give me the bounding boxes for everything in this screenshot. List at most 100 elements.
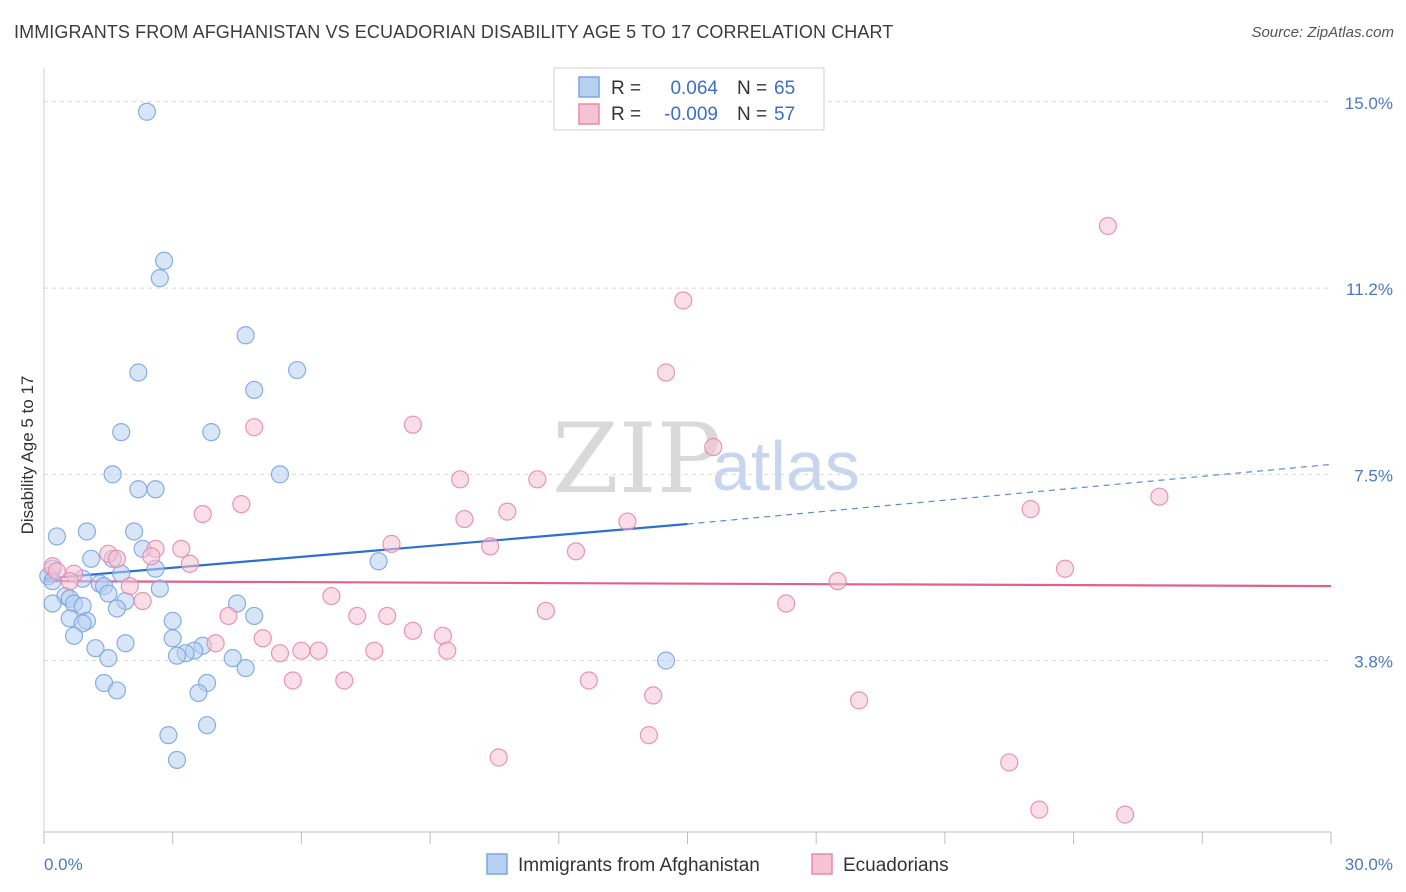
- axes: [43, 68, 1332, 844]
- point-series1-14: [1150, 487, 1169, 506]
- point-series0-29: [150, 579, 169, 598]
- point-series0-36: [227, 594, 247, 613]
- point-series0-46: [86, 639, 105, 658]
- legend-swatch-afghanistan: [578, 76, 600, 98]
- legend-n-value-1: 65: [774, 78, 795, 99]
- point-series0-60: [159, 726, 178, 745]
- correlation-legend: R = 0.064 N = 65 R = -0.009 N = 57: [553, 67, 825, 131]
- legend-r-value-2: -0.009: [664, 104, 718, 125]
- point-series1-1: [674, 291, 693, 310]
- point-series1-44: [365, 641, 384, 660]
- point-series1-16: [481, 537, 500, 556]
- point-series0-6: [245, 380, 264, 400]
- point-series1-7: [528, 470, 547, 489]
- series-legend-label-ecuadorian: Ecuadorians: [843, 855, 949, 876]
- point-series1-50: [644, 686, 663, 705]
- point-series1-42: [309, 641, 328, 660]
- point-series1-36: [378, 606, 397, 626]
- point-series1-35: [348, 606, 367, 626]
- trend-line-series1: [43, 580, 1332, 588]
- point-series1-10: [193, 504, 212, 524]
- point-series1-12: [618, 512, 637, 531]
- point-series0-41: [163, 611, 182, 630]
- point-series1-27: [60, 572, 79, 591]
- point-series1-55: [1030, 800, 1049, 819]
- point-series1-8: [232, 495, 251, 514]
- point-series0-1: [155, 251, 174, 270]
- y-tick-labels: 15.0% 11.2% 7.5% 3.8%: [1345, 94, 1393, 672]
- legend-r-value-1: 0.064: [670, 78, 718, 99]
- point-series1-41: [206, 634, 225, 653]
- point-series1-28: [1055, 559, 1075, 578]
- point-series1-37: [219, 606, 238, 626]
- point-series1-5: [704, 437, 723, 457]
- point-series1-56: [1115, 805, 1135, 824]
- point-series1-34: [536, 601, 556, 621]
- point-series0-52: [223, 649, 242, 668]
- point-series1-2: [656, 363, 676, 382]
- point-series1-39: [433, 626, 453, 645]
- point-series0-12: [146, 480, 165, 499]
- x-tick-label-max: 30.0%: [1345, 855, 1393, 874]
- series-legend: Immigrants from Afghanistan Ecuadorians: [486, 853, 949, 876]
- watermark-atlas: atlas: [712, 427, 860, 505]
- x-tick-label-min: 0.0%: [44, 855, 83, 874]
- point-series0-44: [163, 629, 182, 648]
- point-series1-31: [322, 586, 341, 606]
- point-series1-29: [120, 577, 139, 596]
- point-series1-45: [270, 644, 290, 663]
- point-series1-54: [1000, 753, 1019, 772]
- source-label: Source: ZipAtlas.com: [1251, 24, 1394, 41]
- y-axis-title: Disability Age 5 to 17: [18, 376, 37, 535]
- point-series1-43: [292, 641, 311, 660]
- point-series1-30: [828, 572, 847, 591]
- point-series0-35: [73, 596, 92, 616]
- point-series0-2: [150, 269, 169, 288]
- point-series0-51: [99, 649, 118, 668]
- point-series1-40: [253, 629, 272, 648]
- point-series0-43: [64, 626, 84, 645]
- series-legend-swatch-ecuadorian: [811, 853, 833, 875]
- point-series1-17: [566, 542, 586, 561]
- point-series1-0: [1098, 216, 1118, 236]
- point-series0-11: [129, 480, 148, 499]
- point-series1-52: [639, 726, 658, 745]
- point-series0-53: [656, 651, 676, 670]
- point-series1-9: [498, 502, 517, 521]
- legend-n-label-1: N =: [737, 78, 767, 99]
- series-legend-swatch-afghanistan: [486, 853, 508, 875]
- grid-lines: [44, 101, 1331, 662]
- watermark: ZIP atlas: [552, 403, 860, 515]
- point-series0-14: [77, 522, 97, 541]
- legend-r-label-1: R =: [611, 78, 641, 99]
- legend-swatch-ecuadorian: [578, 103, 600, 125]
- point-series1-19: [172, 539, 191, 558]
- point-series1-53: [489, 748, 508, 767]
- legend-r-label-2: R =: [611, 104, 641, 125]
- point-series1-32: [133, 591, 152, 611]
- data-points: [39, 102, 1169, 824]
- point-series1-47: [579, 671, 598, 690]
- point-series0-28: [99, 584, 118, 603]
- point-series1-11: [455, 509, 474, 529]
- point-series1-51: [849, 691, 869, 710]
- point-series1-6: [451, 470, 470, 489]
- point-series0-15: [124, 522, 144, 541]
- point-series0-10: [270, 465, 290, 484]
- point-series0-3: [236, 326, 255, 345]
- point-series1-38: [403, 621, 423, 640]
- point-series1-22: [107, 549, 127, 568]
- series-legend-label-afghanistan: Immigrants from Afghanistan: [518, 855, 760, 876]
- point-series0-7: [112, 423, 131, 442]
- point-series0-8: [202, 423, 221, 442]
- point-series0-45: [116, 634, 135, 653]
- point-series1-48: [283, 671, 302, 690]
- point-series1-13: [1021, 500, 1040, 519]
- point-series0-42: [73, 614, 92, 633]
- point-series0-4: [288, 360, 307, 380]
- point-series0-37: [107, 599, 127, 618]
- point-series0-50: [167, 646, 187, 665]
- point-series0-5: [129, 363, 148, 382]
- point-series0-58: [189, 683, 208, 703]
